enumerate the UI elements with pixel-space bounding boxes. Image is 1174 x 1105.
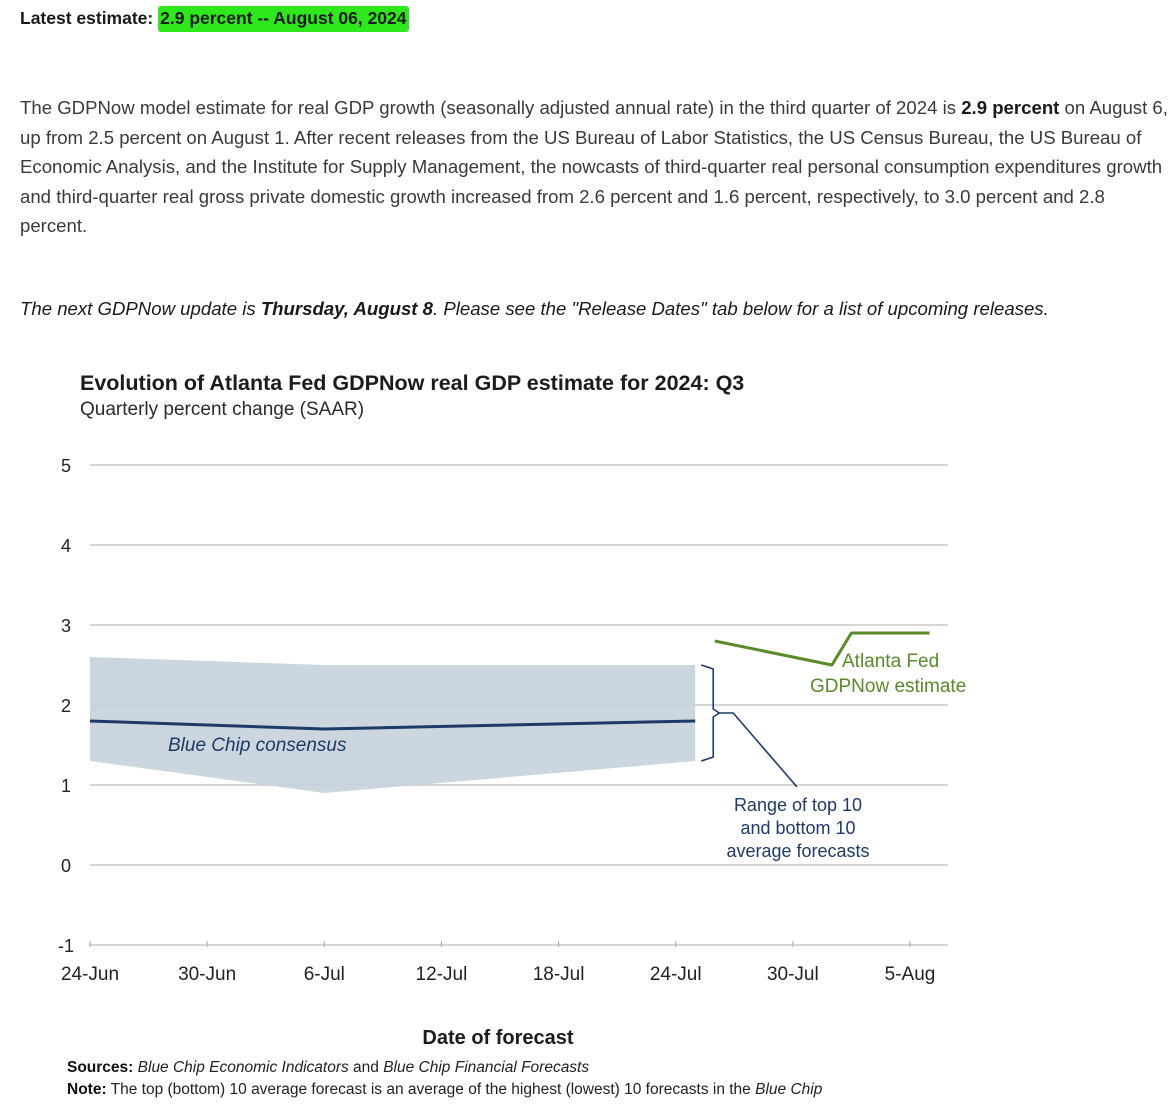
intro-text-2: on August 6, up from 2.5 percent on Augu… <box>20 97 1168 236</box>
x-tick-label: 6-Jul <box>304 964 345 985</box>
y-tick-label: 5 <box>61 456 71 476</box>
note-label: Note: <box>67 1081 107 1098</box>
latest-estimate-label: Latest estimate: <box>20 8 154 28</box>
chart-subtitle: Quarterly percent change (SAAR) <box>80 399 365 420</box>
note-text-a: The top (bottom) 10 average forecast is … <box>106 1081 756 1098</box>
blue-chip-consensus-line <box>89 719 696 731</box>
x-tick-label: 12-Jul <box>416 964 468 985</box>
sources-text-b: Blue Chip Financial Forecasts <box>383 1059 590 1076</box>
y-tick-label: 1 <box>61 776 71 796</box>
chart-note: Note: The top (bottom) 10 average foreca… <box>67 1081 822 1099</box>
y-tick-label: 3 <box>61 616 71 636</box>
x-tick-label: 24-Jun <box>61 964 119 985</box>
sources-and: and <box>348 1059 384 1076</box>
range-band <box>90 657 696 793</box>
latest-estimate: Latest estimate: 2.9 percent -- August 0… <box>20 6 409 32</box>
range-annotation-line3: average forecasts <box>726 841 869 861</box>
range-bracket <box>700 664 721 762</box>
sources-text-a: Blue Chip Economic Indicators <box>137 1059 349 1076</box>
sources-label: Sources: <box>67 1059 134 1076</box>
atlanta-fed-gdpnow-estimate-line <box>714 631 930 667</box>
chart-title: Evolution of Atlanta Fed GDPNow real GDP… <box>80 371 745 395</box>
intro-paragraph: The GDPNow model estimate for real GDP g… <box>20 93 1170 241</box>
x-tick-label: 18-Jul <box>533 964 585 985</box>
range-annotation-line2: and bottom 10 <box>740 818 855 838</box>
note-text-b: Blue Chip <box>755 1081 823 1098</box>
next-update-date: Thursday, August 8 <box>260 298 433 319</box>
intro-estimate-bold: 2.9 percent <box>961 97 1060 118</box>
y-tick-label: 4 <box>61 536 71 556</box>
chart-sources: Sources: Blue Chip Economic Indicators a… <box>67 1059 589 1077</box>
y-tick-label: 2 <box>61 696 71 716</box>
x-tick-label: 30-Jun <box>178 964 236 985</box>
latest-estimate-value: 2.9 percent -- August 06, 2024 <box>158 6 409 32</box>
x-tick-label: 30-Jul <box>767 964 819 985</box>
y-tick-label: -1 <box>58 936 74 956</box>
gdpnow-annotation-line2: GDPNow estimate <box>810 676 966 697</box>
bluechip-annotation: Blue Chip consensus <box>168 735 347 756</box>
next-update-post: . Please see the "Release Dates" tab bel… <box>433 298 1049 319</box>
x-tick-label: 24-Jul <box>650 964 702 985</box>
range-leader-line <box>719 712 798 788</box>
x-tick-label: 5-Aug <box>885 964 936 985</box>
range-annotation-line1: Range of top 10 <box>734 795 862 815</box>
gdpnow-annotation-line1: Atlanta Fed <box>842 651 939 672</box>
next-update-pre: The next GDPNow update is <box>20 298 261 319</box>
y-tick-label: 0 <box>61 856 71 876</box>
intro-text-1: The GDPNow model estimate for real GDP g… <box>20 97 962 118</box>
next-update-text: The next GDPNow update is Thursday, Augu… <box>20 298 1049 320</box>
x-axis-label: Date of forecast <box>422 1027 573 1049</box>
